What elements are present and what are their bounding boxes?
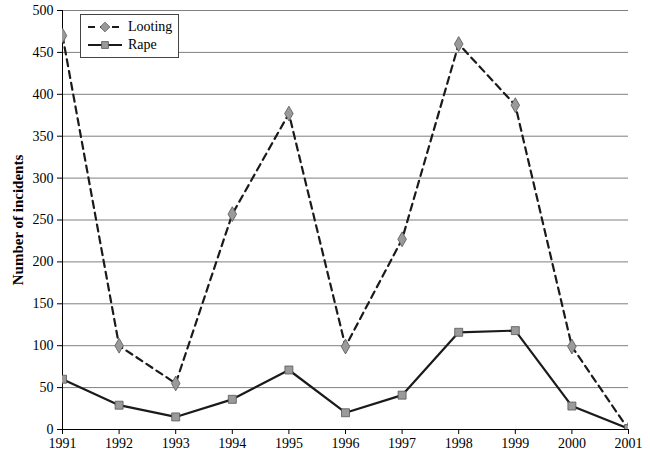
svg-text:400: 400	[33, 87, 54, 102]
svg-text:1999: 1999	[501, 436, 529, 451]
svg-text:500: 500	[33, 3, 54, 18]
html-text:Looting: Looting	[128, 19, 173, 34]
svg-text:350: 350	[33, 129, 54, 144]
svg-text:1994: 1994	[218, 436, 246, 451]
svg-text:450: 450	[33, 45, 54, 60]
svg-text:1998: 1998	[445, 436, 473, 451]
svg-text:2000: 2000	[558, 436, 586, 451]
html-text:Rape: Rape	[128, 37, 157, 52]
svg-text:1996: 1996	[332, 436, 360, 451]
svg-text:300: 300	[33, 171, 54, 186]
svg-text:200: 200	[33, 254, 54, 269]
svg-text:1993: 1993	[162, 436, 190, 451]
svg-text:1997: 1997	[388, 436, 416, 451]
svg-text:2001: 2001	[615, 436, 643, 451]
svg-text:100: 100	[33, 338, 54, 353]
svg-text:Number of incidents: Number of incidents	[10, 155, 26, 286]
svg-text:150: 150	[33, 296, 54, 311]
svg-text:1991: 1991	[49, 436, 77, 451]
svg-text:50: 50	[40, 380, 54, 395]
svg-text:0: 0	[47, 422, 54, 437]
svg-text:250: 250	[33, 212, 54, 227]
svg-text:1995: 1995	[275, 436, 303, 451]
svg-text:1992: 1992	[105, 436, 133, 451]
